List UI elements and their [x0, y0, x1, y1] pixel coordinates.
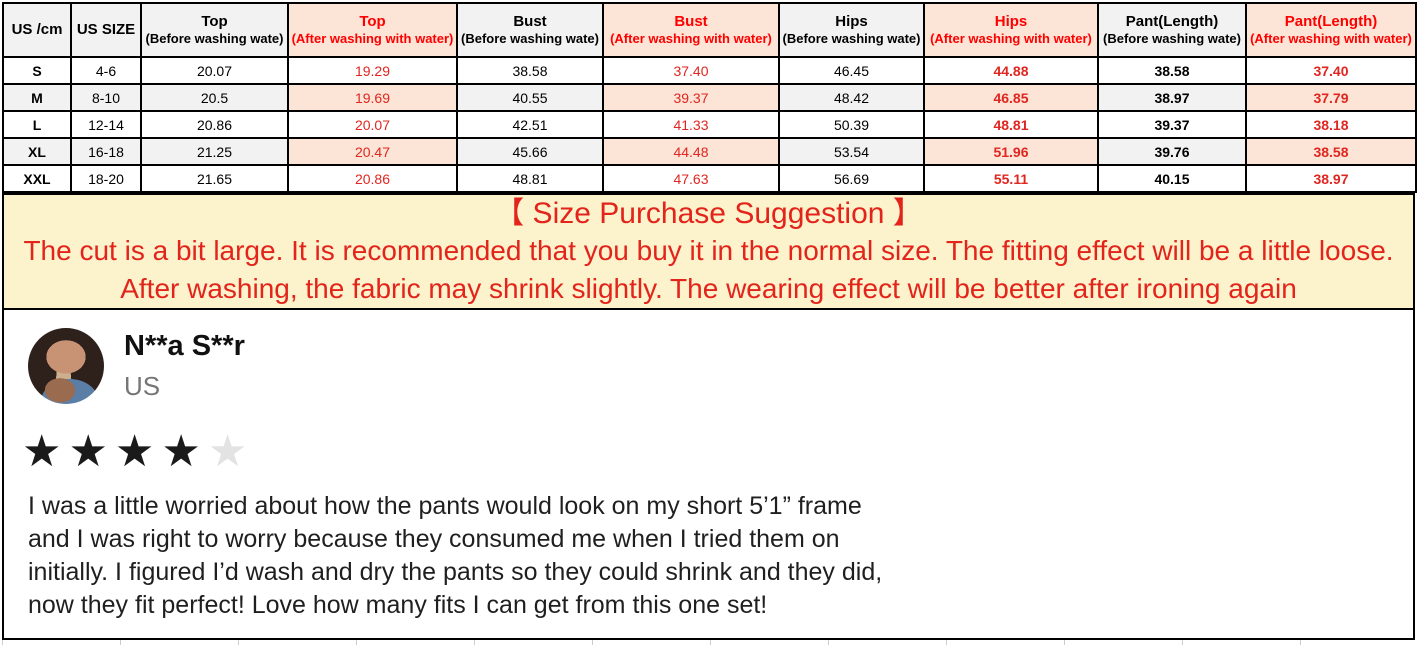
- review-text: I was a little worried about how the pan…: [28, 490, 1393, 622]
- value-cell: 39.37: [602, 83, 780, 112]
- value-cell: 44.88: [923, 56, 1099, 85]
- value-cell: 21.65: [140, 164, 289, 193]
- value-cell: 44.48: [602, 137, 780, 166]
- header-cell: Bust (Before washing wate): [456, 2, 604, 58]
- star-rating: ★★★★★: [22, 430, 1393, 474]
- value-cell: 56.69: [778, 164, 925, 193]
- banner-title: 【 Size Purchase Suggestion 】: [494, 196, 923, 230]
- value-cell: 12-14: [70, 110, 142, 139]
- value-cell: 48.81: [923, 110, 1099, 139]
- value-cell: 48.81: [456, 164, 604, 193]
- value-cell: 38.58: [1245, 137, 1417, 166]
- star-icon: ★: [207, 427, 255, 476]
- value-cell: 18-20: [70, 164, 142, 193]
- size-chart-table: US /cm US SIZE Top (Before washing wate) Top…: [2, 2, 1417, 193]
- value-cell: 37.79: [1245, 83, 1417, 112]
- size-cell: XL: [2, 137, 72, 166]
- value-cell: 16-18: [70, 137, 142, 166]
- header-cell: US /cm: [2, 2, 72, 58]
- value-cell: 38.58: [1097, 56, 1247, 85]
- reviewer-name: N**a S**r: [124, 330, 245, 362]
- value-cell: 38.97: [1097, 83, 1247, 112]
- value-cell: 40.55: [456, 83, 604, 112]
- reviewer-location: US: [124, 371, 161, 401]
- banner-body: The cut is a bit large. It is recommende…: [23, 234, 1394, 304]
- value-cell: 46.45: [778, 56, 925, 85]
- star-icon: ★: [22, 427, 69, 476]
- star-icon: ★: [161, 427, 208, 476]
- size-suggestion-banner: 【 Size Purchase Suggestion 】 The cut is …: [2, 193, 1415, 310]
- star-icon: ★: [114, 427, 162, 476]
- value-cell: 48.42: [778, 83, 925, 112]
- value-cell: 39.37: [1097, 110, 1247, 139]
- value-cell: 20.07: [287, 110, 458, 139]
- header-cell: Bust (After washing with water): [602, 2, 780, 58]
- review-line: initially. I figured I’d wash and dry th…: [28, 558, 883, 586]
- value-cell: 40.15: [1097, 164, 1247, 193]
- value-cell: 39.76: [1097, 137, 1247, 166]
- value-cell: 51.96: [923, 137, 1099, 166]
- review-line: now they fit perfect! Love how many fits…: [28, 591, 768, 619]
- review-header: N**a S**r US: [28, 328, 1393, 404]
- header-cell: Top (Before washing wate): [140, 2, 289, 58]
- value-cell: 55.11: [923, 164, 1099, 193]
- next-section-edge: [2, 640, 1415, 645]
- size-cell: M: [2, 83, 72, 112]
- value-cell: 21.25: [140, 137, 289, 166]
- review-line: and I was right to worry because they co…: [28, 525, 840, 553]
- value-cell: 4-6: [70, 56, 142, 85]
- star-icon: ★: [68, 427, 115, 476]
- header-cell: Pant(Length) (Before washing wate): [1097, 2, 1247, 58]
- value-cell: 37.40: [1245, 56, 1417, 85]
- value-cell: 19.69: [287, 83, 458, 112]
- size-cell: L: [2, 110, 72, 139]
- value-cell: 45.66: [456, 137, 604, 166]
- reviewer-avatar: [28, 328, 104, 404]
- value-cell: 20.07: [140, 56, 289, 85]
- header-cell: Pant(Length) (After washing with water): [1245, 2, 1417, 58]
- review-card: N**a S**r US ★★★★★ I was a little worrie…: [2, 310, 1415, 640]
- header-cell: Hips (After washing with water): [923, 2, 1099, 58]
- value-cell: 20.86: [140, 110, 289, 139]
- size-cell: S: [2, 56, 72, 85]
- value-cell: 20.5: [140, 83, 289, 112]
- table-row: XXL 18-20 21.65 20.86 48.81 47.63 56.69 55.11 40…: [2, 164, 1417, 193]
- value-cell: 38.58: [456, 56, 604, 85]
- value-cell: 50.39: [778, 110, 925, 139]
- table-row: M 8-10 20.5 19.69 40.55 39.37 48.42 46.85 38.97 3…: [2, 83, 1417, 112]
- value-cell: 20.47: [287, 137, 458, 166]
- size-cell: XXL: [2, 164, 72, 193]
- table-row: XL 16-18 21.25 20.47 45.66 44.48 53.54 51.96 39.…: [2, 137, 1417, 166]
- reviewer-identity: N**a S**r US: [124, 330, 245, 402]
- value-cell: 53.54: [778, 137, 925, 166]
- value-cell: 8-10: [70, 83, 142, 112]
- value-cell: 19.29: [287, 56, 458, 85]
- value-cell: 46.85: [923, 83, 1099, 112]
- value-cell: 47.63: [602, 164, 780, 193]
- review-line: I was a little worried about how the pan…: [28, 492, 862, 520]
- value-cell: 41.33: [602, 110, 780, 139]
- header-cell: US SIZE: [70, 2, 142, 58]
- header-cell: Top (After washing with water): [287, 2, 458, 58]
- value-cell: 42.51: [456, 110, 604, 139]
- value-cell: 20.86: [287, 164, 458, 193]
- value-cell: 38.97: [1245, 164, 1417, 193]
- value-cell: 37.40: [602, 56, 780, 85]
- value-cell: 38.18: [1245, 110, 1417, 139]
- table-row: L 12-14 20.86 20.07 42.51 41.33 50.39 48.81 39.3…: [2, 110, 1417, 139]
- table-row: S 4-6 20.07 19.29 38.58 37.40 46.45 44.88 38.58 3…: [2, 56, 1417, 85]
- header-cell: Hips (Before washing wate): [778, 2, 925, 58]
